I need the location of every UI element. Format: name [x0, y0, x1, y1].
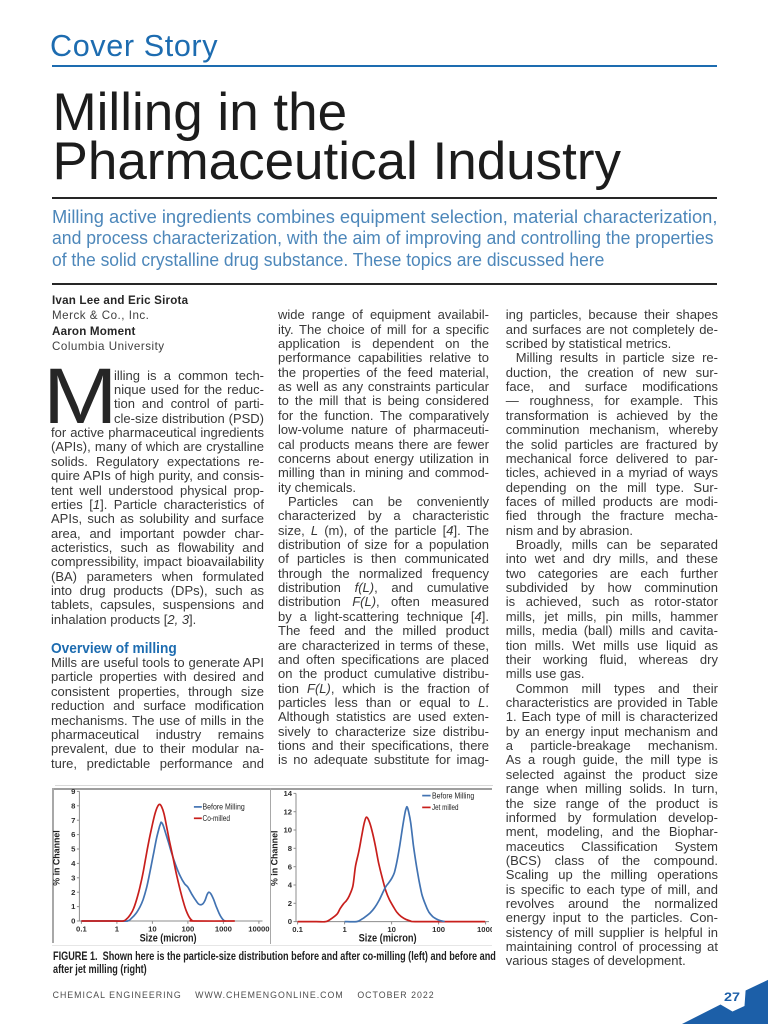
svg-text:0.1: 0.1 [292, 925, 303, 934]
svg-text:1: 1 [342, 925, 347, 934]
svg-text:8: 8 [71, 801, 76, 810]
svg-text:12: 12 [283, 807, 292, 816]
svg-text:1: 1 [71, 902, 76, 911]
svg-text:2: 2 [288, 899, 292, 908]
svg-text:Before Milling: Before Milling [432, 791, 475, 800]
svg-text:0: 0 [288, 917, 292, 926]
svg-text:1: 1 [114, 925, 119, 934]
svg-text:Size (micron): Size (micron) [139, 933, 196, 945]
svg-text:7: 7 [71, 816, 75, 825]
svg-text:9: 9 [71, 788, 75, 796]
svg-text:2: 2 [71, 888, 75, 897]
svg-text:Co-milled: Co-milled [202, 814, 230, 823]
svg-text:4: 4 [288, 881, 293, 890]
svg-text:1000: 1000 [214, 925, 231, 934]
svg-text:5: 5 [71, 845, 76, 854]
svg-text:Jet milled: Jet milled [432, 803, 459, 812]
svg-text:4: 4 [71, 859, 76, 868]
svg-text:10: 10 [283, 826, 292, 835]
svg-text:10: 10 [387, 925, 396, 934]
svg-text:3: 3 [71, 873, 75, 882]
svg-text:10: 10 [148, 925, 157, 934]
svg-text:100: 100 [181, 925, 194, 934]
svg-text:8: 8 [288, 844, 293, 853]
svg-text:14: 14 [283, 789, 292, 798]
svg-text:% in Channel: % in Channel [271, 831, 280, 887]
svg-text:0.1: 0.1 [76, 925, 87, 934]
svg-text:6: 6 [288, 862, 292, 871]
svg-text:6: 6 [71, 830, 75, 839]
svg-text:0: 0 [71, 917, 75, 926]
svg-text:10000: 10000 [248, 925, 269, 934]
svg-text:100: 100 [432, 925, 445, 934]
svg-text:1000: 1000 [477, 925, 492, 934]
svg-text:% in Channel: % in Channel [53, 830, 62, 886]
svg-text:Before Milling: Before Milling [202, 803, 245, 812]
svg-text:27: 27 [724, 992, 740, 1004]
svg-text:Size (micron): Size (micron) [359, 933, 417, 945]
